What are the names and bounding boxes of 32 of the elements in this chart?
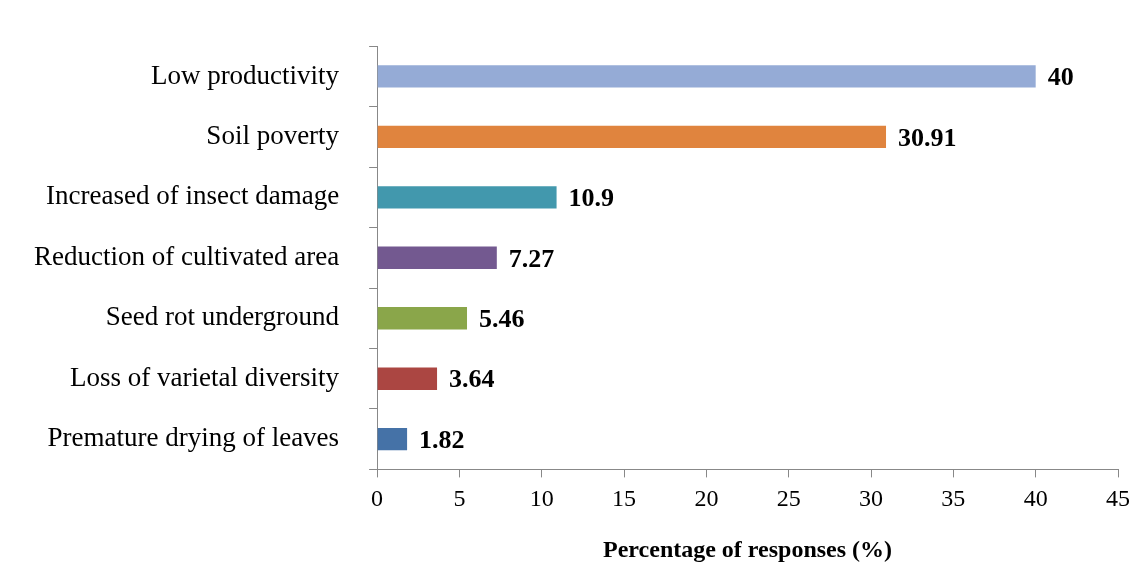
x-tick-label: 20: [694, 485, 719, 512]
data-label: 10.9: [568, 183, 615, 213]
y-tick-label: Premature drying of leaves: [47, 422, 340, 453]
y-tick-label: Reduction of cultivated area: [34, 240, 340, 271]
bar: [377, 186, 557, 209]
x-tick-label: 10: [529, 485, 554, 512]
y-tick-label: Loss of varietal diversity: [69, 361, 340, 392]
bar: [377, 65, 1036, 88]
y-tick-label: Increased of insect damage: [46, 180, 340, 211]
data-label: 40: [1047, 62, 1074, 92]
x-tick-label: 0: [371, 485, 384, 512]
x-tick-label: 35: [941, 485, 966, 512]
bar: [377, 367, 438, 390]
bar: [377, 427, 408, 451]
x-tick-label: 5: [453, 485, 466, 512]
x-tick-label: 25: [776, 485, 801, 512]
x-tick-label: 15: [612, 485, 637, 512]
data-label: 1.82: [419, 424, 465, 454]
x-tick-label: 45: [1106, 485, 1130, 512]
x-axis-title: Percentage of responses (%): [603, 535, 893, 562]
data-label: 5.46: [479, 303, 525, 333]
y-tick-label: Soil poverty: [206, 119, 340, 150]
x-tick-label: 40: [1023, 485, 1048, 512]
data-label: 7.27: [508, 243, 555, 273]
data-label: 3.64: [449, 364, 495, 394]
bar: [377, 125, 887, 149]
data-label: 30.91: [898, 122, 957, 152]
y-tick-label: Low productivity: [150, 59, 340, 90]
bar: [377, 307, 468, 330]
y-tick-label: Seed rot underground: [105, 301, 340, 332]
x-tick-label: 30: [859, 485, 884, 512]
bar: [377, 246, 497, 269]
